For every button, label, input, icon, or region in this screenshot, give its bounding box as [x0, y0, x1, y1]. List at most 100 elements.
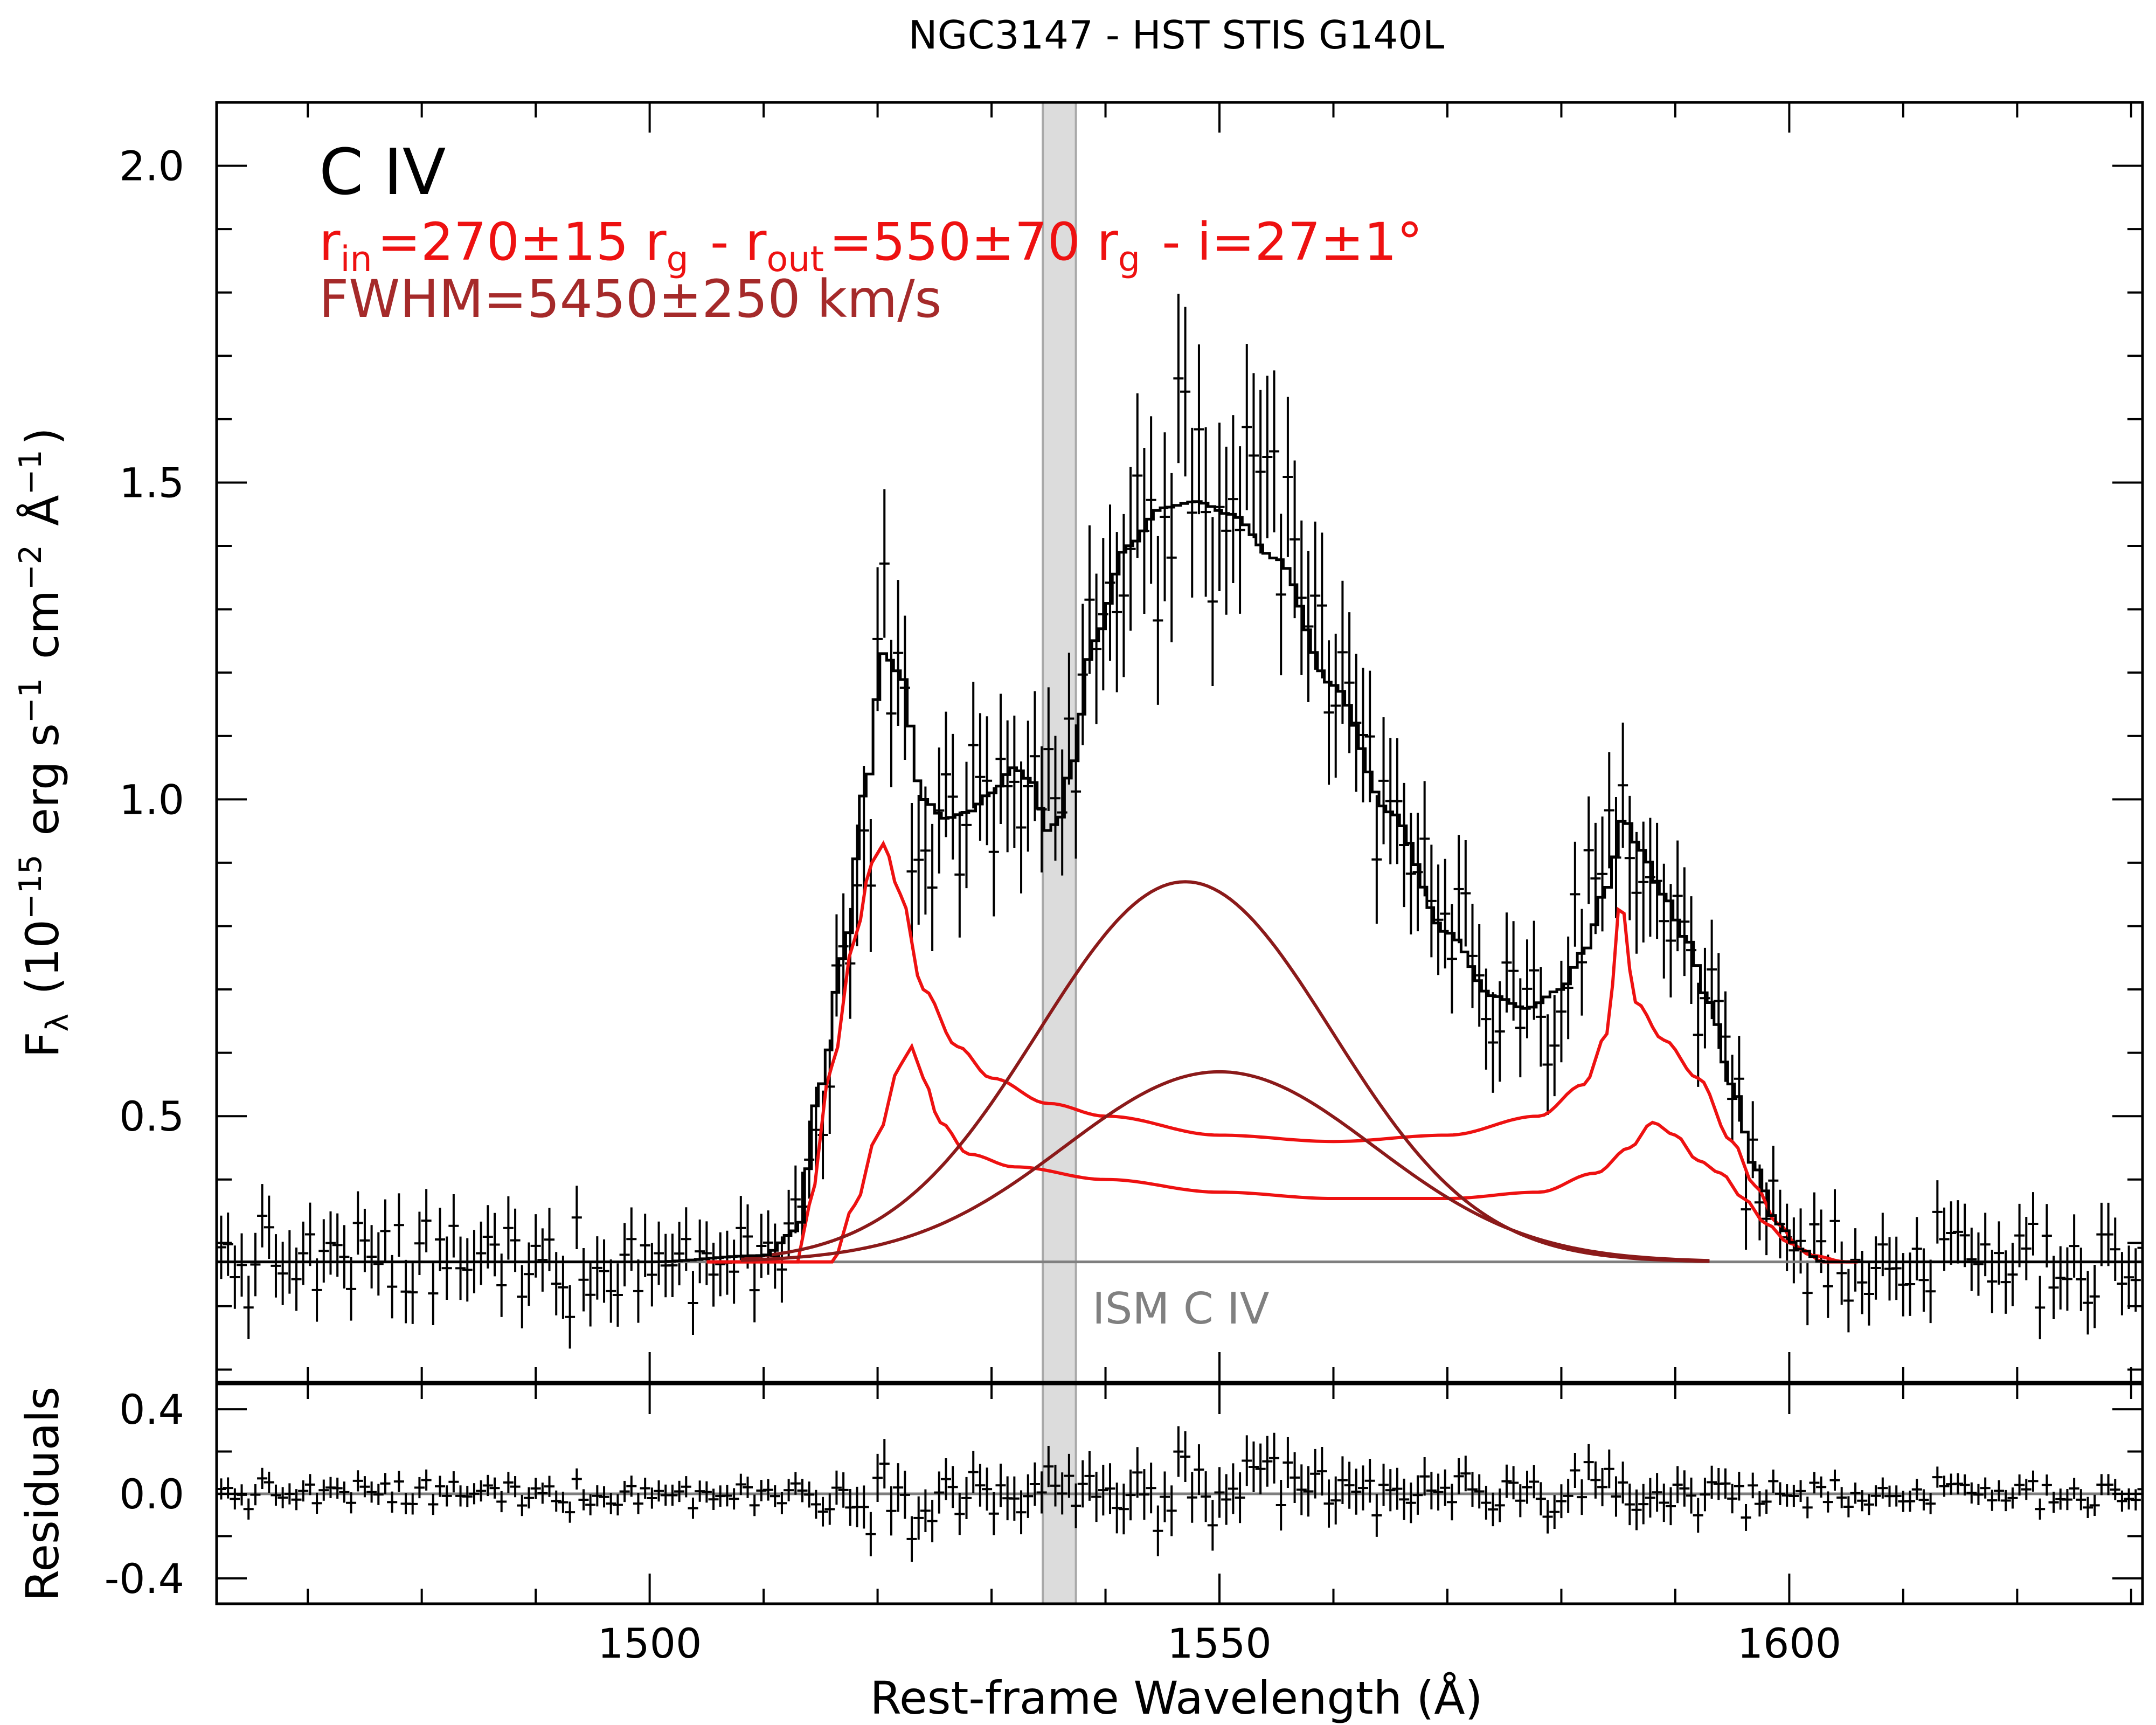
residual-point: [414, 1477, 425, 1499]
data-point: [1330, 633, 1341, 778]
residual-point: [681, 1476, 691, 1498]
residual-point: [1932, 1466, 1943, 1488]
data-point: [237, 1233, 247, 1297]
residual-point: [1064, 1453, 1074, 1498]
data-point: [387, 1255, 398, 1319]
data-point: [954, 811, 965, 938]
y-tick-label: 1.5: [119, 459, 184, 507]
residual-point: [510, 1476, 521, 1498]
residual-point: [462, 1486, 473, 1507]
data-point: [1344, 612, 1355, 753]
data-point: [250, 1232, 261, 1297]
residual-point: [2076, 1489, 2086, 1511]
residual-point: [544, 1475, 555, 1497]
residual-point: [1529, 1465, 1540, 1499]
y-tick-label: 1.0: [119, 775, 184, 823]
data-point: [1618, 722, 1628, 848]
residual-point: [1788, 1485, 1799, 1507]
data-point: [865, 819, 876, 952]
data-point: [1583, 796, 1594, 904]
residual-point: [1911, 1479, 1922, 1500]
residual-point: [1132, 1447, 1143, 1498]
residual-point: [1734, 1472, 1744, 1501]
residual-point: [1809, 1472, 1820, 1494]
data-point: [674, 1222, 685, 1286]
residual-point: [346, 1492, 357, 1514]
data-point: [482, 1205, 493, 1269]
data-point: [1638, 821, 1649, 943]
residual-point: [1672, 1466, 1683, 1504]
residual-point: [243, 1498, 254, 1520]
y-tick-label: 0.5: [119, 1092, 184, 1140]
residual-point: [373, 1484, 384, 1505]
residual-point: [2082, 1497, 2093, 1518]
residual-point: [769, 1485, 780, 1507]
data-point: [298, 1221, 309, 1285]
data-point: [1050, 736, 1061, 861]
residual-point: [1761, 1490, 1772, 1514]
data-point: [1146, 416, 1156, 584]
data-point: [332, 1213, 343, 1277]
res-tick-label: 0.4: [119, 1385, 184, 1433]
residual-point: [879, 1439, 890, 1489]
residual-point: [1262, 1436, 1273, 1487]
residual-point: [995, 1463, 1006, 1507]
data-point: [339, 1225, 350, 1288]
data-point: [729, 1239, 739, 1304]
residual-point: [838, 1472, 849, 1508]
data-point: [1850, 1228, 1861, 1292]
data-point: [1959, 1203, 1970, 1267]
residual-point: [1098, 1465, 1108, 1516]
residual-point: [1952, 1473, 1963, 1495]
residual-point: [1118, 1484, 1129, 1535]
residual-point: [701, 1481, 712, 1503]
residual-point: [489, 1477, 500, 1499]
data-point: [599, 1239, 609, 1303]
y-axis-label: Fλ (10−15 erg s−1 cm−2 Å−1 ): [13, 427, 75, 1058]
residual-point: [1440, 1469, 1451, 1506]
residual-point: [578, 1489, 589, 1511]
residual-point: [1994, 1480, 2005, 1502]
data-point: [1159, 432, 1170, 601]
residual-point: [784, 1479, 794, 1502]
residual-point: [899, 1471, 910, 1519]
residual-point: [2089, 1494, 2100, 1516]
residual-point: [790, 1472, 801, 1495]
data-point: [2137, 1216, 2143, 1280]
residual-point: [1460, 1456, 1471, 1492]
residual-point: [1754, 1491, 1765, 1517]
data-point: [1802, 1260, 1813, 1326]
residual-point: [428, 1493, 439, 1515]
residual-point: [988, 1492, 999, 1535]
text-fragment: erg s: [16, 723, 69, 850]
x-tick-label: 1600: [1737, 1619, 1841, 1667]
text-fragment: g: [1118, 239, 1140, 280]
data-point: [2110, 1217, 2120, 1281]
data-point: [1911, 1217, 1922, 1280]
residual-point: [1980, 1477, 1991, 1499]
data-point: [777, 1236, 787, 1303]
residual-point: [893, 1463, 904, 1512]
residual-point: [1822, 1491, 1833, 1513]
data-point: [1631, 832, 1642, 954]
residual-point: [517, 1494, 528, 1516]
residual-point: [1433, 1473, 1444, 1511]
residual-point: [1693, 1498, 1703, 1533]
residual-point: [1590, 1461, 1601, 1499]
data-point: [1194, 344, 1204, 515]
residual-point: [1405, 1482, 1416, 1523]
residual-point: [1043, 1446, 1054, 1487]
data-point: [961, 761, 972, 889]
data-point: [1112, 532, 1122, 692]
data-point: [975, 713, 986, 841]
data-point: [1043, 687, 1054, 811]
residual-point: [1959, 1474, 1970, 1496]
data-point: [1570, 841, 1580, 947]
data-point: [1535, 967, 1546, 1067]
chart-title: NGC3147 - HST STIS G140L: [909, 12, 1444, 58]
data-point: [1549, 995, 1560, 1097]
data-point: [325, 1211, 336, 1275]
residual-point: [1221, 1474, 1232, 1525]
data-point: [1624, 795, 1635, 920]
residual-point: [1166, 1485, 1177, 1536]
